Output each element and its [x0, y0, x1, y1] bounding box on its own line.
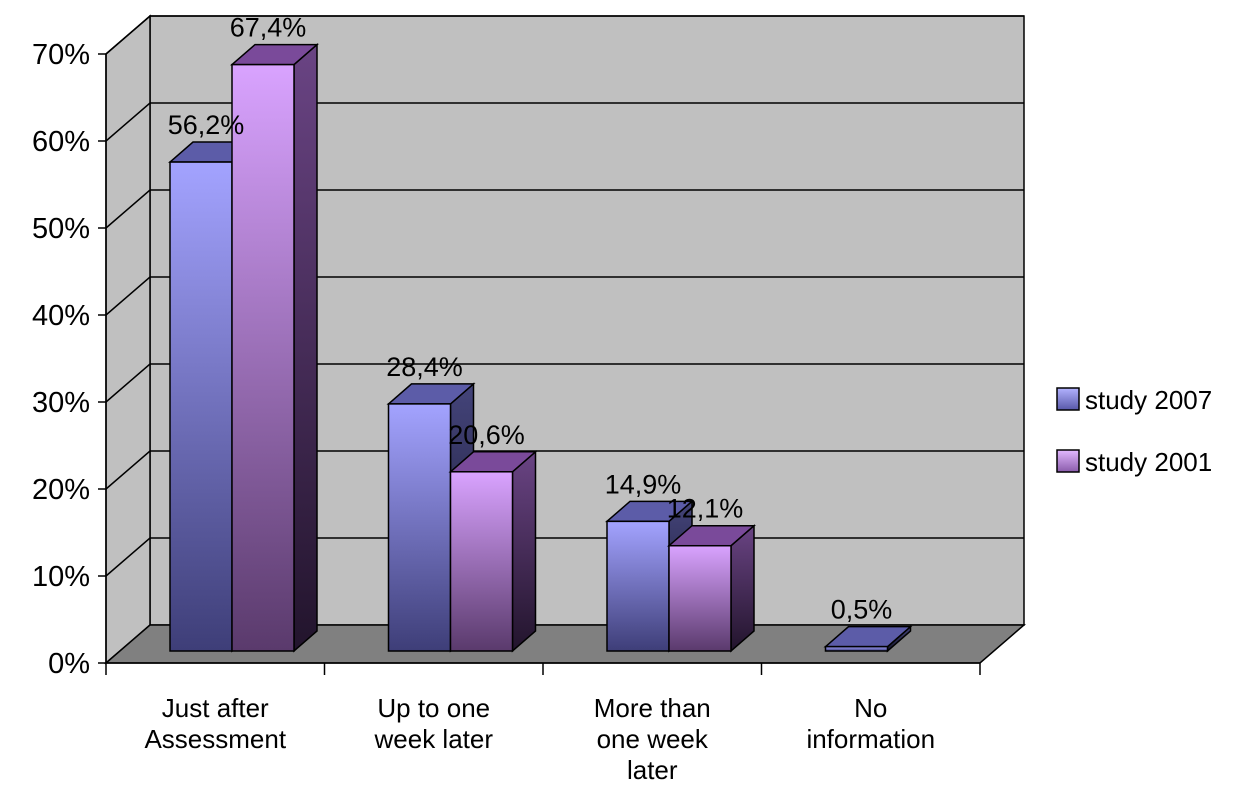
legend: study 2007 study 2001 [1056, 385, 1212, 477]
x-category-label: No information [806, 693, 935, 754]
y-tick-label: 50% [32, 213, 90, 245]
y-tick-label: 70% [32, 39, 90, 71]
bar-side [511, 450, 537, 653]
legend-label: study 2001 [1085, 447, 1212, 477]
bar [229, 42, 320, 653]
data-label: 67,4% [230, 13, 307, 43]
x-category-label: Just after Assessment [144, 693, 286, 754]
data-label: 28,4% [386, 352, 463, 382]
y-tick-label: 0% [48, 648, 90, 680]
bar-front [387, 403, 452, 652]
gridlines [105, 15, 1024, 577]
bar [448, 450, 538, 653]
bar [823, 625, 913, 653]
legend-label: study 2007 [1085, 385, 1212, 415]
bar-front [449, 471, 514, 652]
y-tick-label: 60% [32, 126, 90, 158]
data-labels: 56,2% 67,4% 28,4% 20,6% 14,9%12,1% 0,5% [168, 13, 893, 625]
bar-side [730, 524, 755, 653]
bar-front [231, 63, 295, 652]
data-label: 12,1% [667, 494, 744, 524]
data-label: 14,9% [605, 469, 682, 499]
axes: 0% 10% 20% 30% 40% 50% 60% 70% Just after Assessm… [32, 39, 981, 785]
bar-front [606, 520, 670, 652]
legend-swatch [1056, 449, 1080, 473]
bar-front [668, 544, 732, 652]
x-category-label: More than one week later [594, 693, 711, 785]
bar [666, 524, 757, 653]
gridline [105, 450, 1024, 490]
y-tick-label: 20% [32, 474, 90, 506]
bar-side [293, 42, 318, 653]
gridline [105, 363, 1024, 403]
bar-front [169, 161, 233, 652]
data-label: 56,2% [168, 110, 245, 140]
gridline [105, 276, 1024, 316]
data-label: 0,5% [831, 595, 893, 625]
y-tick-label: 40% [32, 300, 90, 332]
bar-front [824, 645, 889, 652]
data-label: 20,6% [448, 420, 525, 450]
gridline [105, 102, 1024, 142]
gridline [105, 189, 1024, 229]
legend-swatch [1056, 387, 1080, 411]
side-wall [105, 14, 151, 665]
y-tick-label: 10% [32, 561, 90, 593]
y-tick-label: 30% [32, 387, 90, 419]
x-category-label: Up to one week later [374, 693, 494, 754]
bars [167, 42, 913, 653]
gridline [105, 15, 1024, 55]
